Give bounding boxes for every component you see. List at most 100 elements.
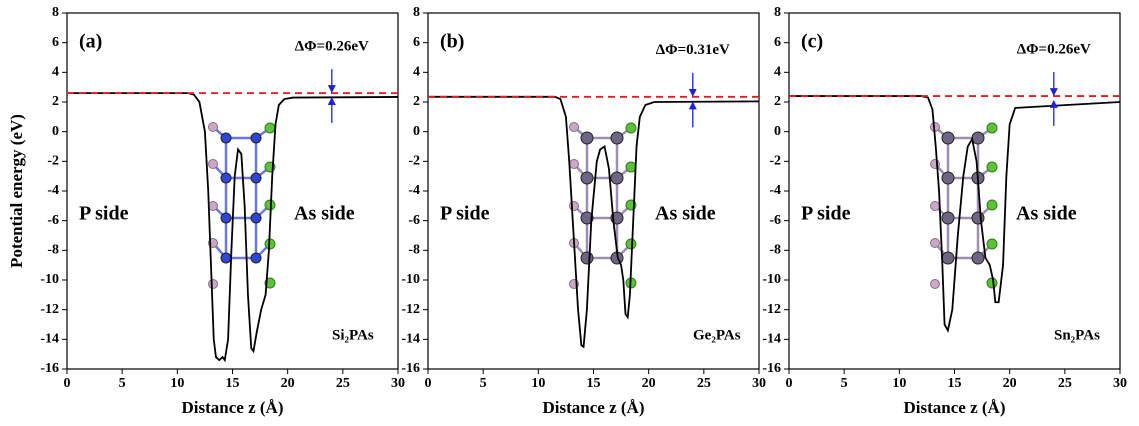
atom xyxy=(220,172,232,184)
y-tick-label: 2 xyxy=(413,94,420,109)
x-tick-label: 15 xyxy=(587,376,601,391)
atom xyxy=(250,132,262,144)
annotation: ΔΦ=0.31eV xyxy=(656,42,730,58)
y-tick-label: 8 xyxy=(52,5,59,20)
atom xyxy=(264,122,276,134)
molecule xyxy=(569,122,637,289)
x-tick-label: 0 xyxy=(64,376,71,391)
y-tick-label: -16 xyxy=(40,361,59,376)
x-tick-label: 0 xyxy=(786,376,793,391)
x-tick-label: 30 xyxy=(1113,376,1127,391)
x-axis-label: Distance z (Å) xyxy=(543,398,645,417)
y-tick-label: 4 xyxy=(52,65,59,80)
atom xyxy=(625,238,637,250)
atom xyxy=(941,131,955,145)
atom xyxy=(941,251,955,265)
right-text: As side xyxy=(294,203,355,225)
y-tick-label: -12 xyxy=(401,302,420,317)
plot-frame xyxy=(788,12,1121,370)
y-tick-label: -6 xyxy=(769,213,781,228)
potential-line xyxy=(789,95,1121,333)
atom xyxy=(250,252,262,264)
x-tick-label: 25 xyxy=(336,376,350,391)
atom xyxy=(208,279,218,289)
atom xyxy=(986,238,998,250)
y-tick-label: -10 xyxy=(401,272,420,287)
x-axis-label: Distance z (Å) xyxy=(182,398,284,417)
y-tick-label: -4 xyxy=(47,183,59,198)
left-text: P side xyxy=(79,203,129,225)
atom xyxy=(569,159,579,169)
panel: 0 5 10 15 20 25 30 -16 -14 -12 -10 -8 -6 -4 -2 0 2 4 6 8 Dis… xyxy=(7,5,405,417)
right-text: As side xyxy=(655,203,716,225)
y-tick-label: -4 xyxy=(769,183,781,198)
atom xyxy=(220,252,232,264)
atom xyxy=(986,199,998,211)
potential-line xyxy=(428,95,760,349)
material-label: Sn₂PAs xyxy=(1054,327,1100,343)
x-tick-label: 20 xyxy=(1003,376,1017,391)
atom xyxy=(986,161,998,173)
y-tick-label: 0 xyxy=(413,124,420,139)
atom xyxy=(208,159,218,169)
annotation: ΔΦ=0.26eV xyxy=(295,39,369,55)
y-tick-label: -6 xyxy=(408,213,420,228)
left-text: P side xyxy=(440,203,490,225)
y-tick-label: -8 xyxy=(408,243,420,258)
x-tick-label: 30 xyxy=(391,376,405,391)
y-tick-label: -8 xyxy=(47,243,59,258)
atom xyxy=(930,279,940,289)
molecule xyxy=(208,122,276,289)
panel-label: (b) xyxy=(440,31,464,53)
panel-label: (a) xyxy=(79,31,102,53)
y-tick-label: -6 xyxy=(47,213,59,228)
x-tick-label: 25 xyxy=(697,376,711,391)
y-axis-label: Potential energy (eV) xyxy=(7,114,26,268)
x-tick-label: 10 xyxy=(170,376,184,391)
atom xyxy=(971,131,985,145)
y-tick-label: -10 xyxy=(40,272,59,287)
x-tick-label: 10 xyxy=(892,376,906,391)
atom xyxy=(930,238,940,248)
x-tick-label: 30 xyxy=(752,376,766,391)
annotation: ΔΦ=0.26eV xyxy=(1017,42,1091,58)
right-text: As side xyxy=(1016,203,1077,225)
plot-frame xyxy=(66,12,399,370)
y-tick-label: -16 xyxy=(401,361,420,376)
atom xyxy=(220,132,232,144)
y-tick-label: -4 xyxy=(408,183,420,198)
panel: 0 5 10 15 20 25 30 -16 -14 -12 -10 -8 -6 -4 -2 0 2 4 6 8 Dis… xyxy=(762,5,1127,417)
y-tick-label: 2 xyxy=(774,94,781,109)
atom xyxy=(986,122,998,134)
atom xyxy=(986,277,998,289)
x-tick-label: 0 xyxy=(425,376,432,391)
y-tick-label: 8 xyxy=(774,5,781,20)
y-tick-label: 0 xyxy=(774,124,781,139)
atom xyxy=(930,201,940,211)
y-tick-label: -10 xyxy=(762,272,781,287)
x-tick-label: 20 xyxy=(642,376,656,391)
atom xyxy=(610,171,624,185)
y-tick-label: 6 xyxy=(774,35,781,50)
x-tick-label: 5 xyxy=(841,376,848,391)
potential-line xyxy=(67,92,399,363)
x-tick-label: 15 xyxy=(226,376,240,391)
atom xyxy=(208,122,218,132)
y-tick-label: -12 xyxy=(762,302,781,317)
y-tick-label: -2 xyxy=(408,154,420,169)
y-tick-label: 2 xyxy=(52,94,59,109)
y-tick-label: -2 xyxy=(47,154,59,169)
atom xyxy=(580,171,594,185)
x-tick-label: 10 xyxy=(531,376,545,391)
y-tick-label: -14 xyxy=(40,332,59,347)
y-tick-label: 4 xyxy=(413,65,420,80)
atom xyxy=(941,211,955,225)
y-tick-label: -8 xyxy=(769,243,781,258)
y-tick-label: 6 xyxy=(413,35,420,50)
atom xyxy=(580,211,594,225)
x-tick-label: 25 xyxy=(1058,376,1072,391)
x-tick-label: 20 xyxy=(281,376,295,391)
atom xyxy=(250,212,262,224)
atom xyxy=(941,171,955,185)
